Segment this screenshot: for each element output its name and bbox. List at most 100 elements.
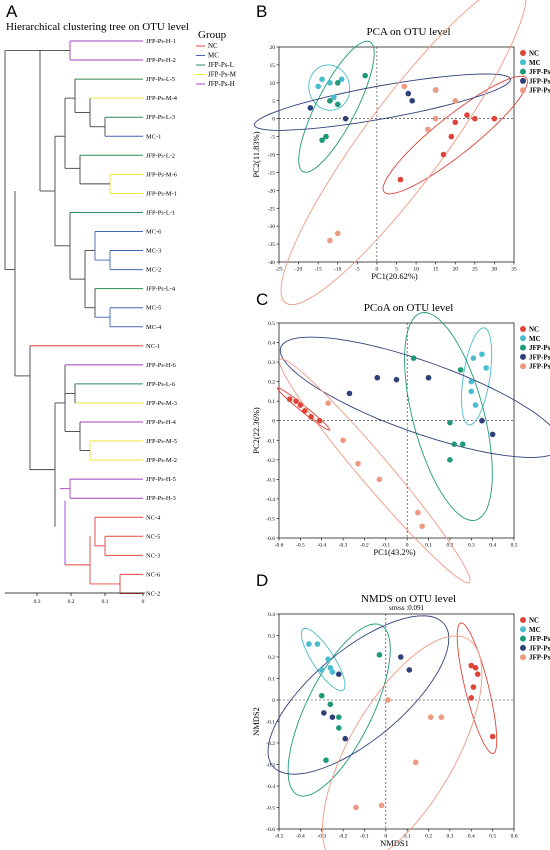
y-tick-label: -0.6 xyxy=(266,536,275,542)
leaf-label: NC-4 xyxy=(146,514,161,521)
leaf-label: JFP-Ps-M-4 xyxy=(146,95,178,102)
data-point xyxy=(472,664,479,671)
leaf-label: JFP-Ps-L-3 xyxy=(146,114,175,121)
confidence-ellipse xyxy=(300,627,346,692)
x-tick-label: 0.3 xyxy=(468,543,475,549)
tick-label: 0.3 xyxy=(34,599,41,605)
legend-marker xyxy=(520,635,526,642)
data-point xyxy=(323,133,329,140)
leaf-label: JFP-Ps-M-5 xyxy=(146,438,177,445)
legend-label: JFP-Ps-M xyxy=(208,71,237,79)
y-tick-label: -0.3 xyxy=(266,763,275,769)
data-point xyxy=(452,97,459,104)
x-tick-label: -0.4 xyxy=(296,834,305,840)
data-point xyxy=(318,692,325,699)
y-tick-label: 20 xyxy=(270,45,276,51)
y-tick-label: 0 xyxy=(272,419,275,425)
y-tick-label: -25 xyxy=(268,206,276,212)
data-point xyxy=(353,804,359,811)
y-tick-label: -0.2 xyxy=(266,741,275,747)
confidence-ellipse xyxy=(308,64,351,111)
leaf-label: JFP-Ps-L-1 xyxy=(146,209,175,216)
data-point xyxy=(336,714,342,720)
x-tick-label: -20 xyxy=(295,267,303,273)
chart-subtitle: stress :0.091 xyxy=(389,604,425,612)
y-tick-label: 5 xyxy=(272,99,275,105)
data-point xyxy=(479,351,485,358)
leaf-label: MC-6 xyxy=(146,229,161,236)
data-point xyxy=(334,230,341,237)
legend-marker xyxy=(520,59,526,66)
confidence-ellipse xyxy=(404,312,493,521)
y-tick-label: 0.1 xyxy=(268,399,275,405)
dendrogram-axis: 0.3 0.2 0.1 0 xyxy=(5,592,145,605)
data-point xyxy=(447,457,453,463)
data-point xyxy=(325,656,331,662)
data-point xyxy=(297,402,304,408)
x-tick-label: -15 xyxy=(314,267,322,273)
leaf-label: NC-2 xyxy=(146,590,160,597)
data-point xyxy=(440,151,447,158)
x-tick-label: 0.2 xyxy=(446,543,453,549)
data-point xyxy=(338,76,345,83)
y-tick-label: -15 xyxy=(268,170,276,176)
data-point xyxy=(425,374,432,381)
x-axis-label: PC1(20.62%) xyxy=(371,271,418,281)
legend-label: JFP-Ps-H xyxy=(208,80,235,88)
data-point xyxy=(472,402,479,408)
x-tick-label: 0 xyxy=(406,543,409,549)
data-point xyxy=(470,684,477,690)
leaf-label: JFP-Ps-H-4 xyxy=(146,419,177,426)
data-point xyxy=(457,367,464,373)
legend-label: NC xyxy=(208,42,218,50)
y-tick-label: 0.2 xyxy=(268,655,275,661)
confidence-ellipse xyxy=(280,0,527,306)
x-tick-label: 0.4 xyxy=(468,834,475,840)
y-tick-label: 0.1 xyxy=(268,677,275,683)
legend-label: JFP-Ps-M xyxy=(529,644,550,652)
y-axis-label: PC2(22.36%) xyxy=(251,407,261,454)
dendrogram-tree: JFP-Ps-H-1 JFP-Ps-H-2 JFP-Ps-L-5 JFP-Ps-M-4… xyxy=(4,38,178,597)
y-tick-label: 0.4 xyxy=(268,341,275,347)
data-point xyxy=(447,419,453,426)
x-tick-label: -0.5 xyxy=(296,543,305,549)
data-point xyxy=(470,355,477,361)
leaf-label: JFP-Ps-M-3 xyxy=(146,400,177,407)
legend-label: JFP-Ps-L xyxy=(529,68,550,76)
x-tick-label: -0.2 xyxy=(339,834,348,840)
data-point xyxy=(376,476,383,483)
legend-marker xyxy=(520,68,526,75)
data-point xyxy=(331,94,337,100)
data-point xyxy=(306,641,312,647)
legend-marker xyxy=(520,87,526,94)
data-point xyxy=(489,733,496,740)
x-tick-label: 0.4 xyxy=(489,543,496,549)
data-point xyxy=(410,355,417,361)
data-point xyxy=(336,671,342,677)
legend-marker xyxy=(520,644,526,651)
legend-label: MC xyxy=(529,626,541,634)
leaf-label: JFP-Ps-L-2 xyxy=(146,152,175,159)
legend-label: JFP-Ps-M xyxy=(529,77,550,85)
data-point xyxy=(342,735,349,742)
y-tick-label: -5 xyxy=(270,135,275,141)
data-point xyxy=(405,90,412,97)
y-tick-label: 0.5 xyxy=(268,321,275,327)
data-point xyxy=(438,714,445,720)
x-tick-label: 25 xyxy=(472,267,478,273)
x-tick-label: 20 xyxy=(453,267,459,273)
legend-label: MC xyxy=(529,59,541,67)
x-tick-label: -0.4 xyxy=(317,543,326,549)
data-point xyxy=(452,119,459,126)
data-point xyxy=(468,662,475,669)
y-tick-label: 0 xyxy=(272,117,275,123)
legend-label: JFP-Ps-L xyxy=(208,61,234,69)
x-tick-label: 5 xyxy=(395,267,398,273)
data-point xyxy=(464,112,470,118)
confidence-ellipse xyxy=(298,40,375,173)
x-tick-label: 15 xyxy=(433,267,439,273)
legend-marker xyxy=(520,626,526,633)
leaf-label: JFP-Ps-L-4 xyxy=(146,286,176,293)
chart-title: PCA on OTU level xyxy=(366,26,450,38)
data-point xyxy=(425,126,431,133)
